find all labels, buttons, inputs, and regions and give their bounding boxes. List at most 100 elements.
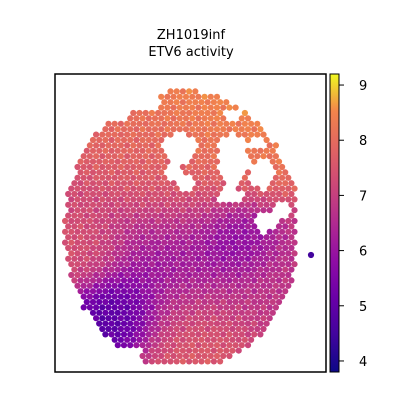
spot bbox=[99, 174, 106, 181]
spot bbox=[161, 250, 168, 257]
spot bbox=[105, 282, 112, 289]
spot bbox=[179, 293, 186, 300]
spot bbox=[279, 271, 286, 279]
spot bbox=[96, 320, 103, 327]
spot bbox=[210, 142, 217, 149]
spot bbox=[89, 201, 97, 208]
spot bbox=[192, 99, 199, 106]
spot bbox=[105, 228, 112, 235]
spot bbox=[226, 234, 233, 241]
spot bbox=[207, 277, 214, 284]
spot bbox=[136, 142, 143, 149]
spot bbox=[145, 169, 152, 176]
spot bbox=[170, 180, 177, 187]
spot bbox=[136, 325, 143, 333]
spot bbox=[248, 304, 255, 311]
spot bbox=[251, 255, 258, 262]
spot bbox=[260, 196, 267, 203]
spot bbox=[195, 93, 202, 100]
spot bbox=[248, 271, 255, 279]
spot bbox=[136, 185, 143, 192]
spot bbox=[133, 342, 140, 349]
spot bbox=[275, 255, 283, 262]
spot bbox=[142, 109, 149, 117]
spot bbox=[229, 304, 236, 311]
spot bbox=[266, 185, 273, 192]
spot bbox=[217, 250, 224, 257]
spot bbox=[108, 223, 115, 230]
spot bbox=[235, 271, 242, 279]
spot bbox=[173, 109, 180, 117]
spot bbox=[93, 142, 100, 149]
spot bbox=[130, 185, 137, 192]
spot bbox=[161, 185, 168, 192]
spot bbox=[192, 196, 199, 203]
spot bbox=[161, 120, 168, 127]
spot bbox=[176, 288, 183, 295]
spot bbox=[120, 277, 128, 284]
spot bbox=[204, 163, 211, 171]
spot bbox=[254, 250, 261, 257]
spot bbox=[282, 223, 289, 230]
spot bbox=[254, 185, 261, 192]
spot bbox=[285, 250, 292, 257]
spot bbox=[223, 282, 230, 289]
spot bbox=[210, 174, 217, 181]
spot bbox=[220, 255, 227, 262]
spot bbox=[161, 239, 168, 246]
spot bbox=[176, 309, 183, 316]
spot bbox=[120, 147, 128, 154]
spot bbox=[251, 277, 258, 284]
spot bbox=[198, 250, 205, 257]
spot bbox=[244, 136, 252, 144]
spot bbox=[272, 282, 279, 289]
spot bbox=[244, 190, 252, 198]
spot bbox=[105, 207, 112, 214]
spot bbox=[254, 282, 261, 289]
spot bbox=[127, 201, 134, 208]
spot bbox=[65, 223, 72, 230]
spot bbox=[99, 163, 106, 171]
spot bbox=[198, 271, 205, 279]
spot bbox=[83, 288, 90, 295]
spot bbox=[117, 185, 124, 192]
spot bbox=[124, 271, 131, 279]
spot bbox=[223, 347, 230, 354]
spot bbox=[170, 266, 177, 273]
spot bbox=[213, 352, 221, 360]
spot bbox=[254, 293, 261, 300]
spot bbox=[195, 180, 202, 187]
spot bbox=[210, 99, 217, 106]
spot bbox=[102, 223, 109, 230]
spot bbox=[130, 325, 137, 333]
spot bbox=[99, 153, 106, 160]
spot bbox=[148, 228, 155, 235]
spot bbox=[186, 325, 193, 333]
spot bbox=[83, 298, 90, 306]
spot bbox=[275, 298, 283, 306]
spot bbox=[83, 190, 90, 198]
spot bbox=[238, 266, 245, 273]
spot bbox=[71, 277, 78, 284]
spot bbox=[62, 217, 69, 225]
spot bbox=[241, 196, 248, 203]
spot bbox=[272, 163, 279, 171]
spot bbox=[201, 309, 208, 316]
spot bbox=[210, 261, 217, 268]
spot bbox=[86, 153, 93, 160]
spot bbox=[192, 153, 199, 160]
spot bbox=[164, 93, 171, 100]
spot bbox=[189, 298, 196, 306]
spot bbox=[136, 131, 143, 138]
spot bbox=[139, 212, 146, 219]
spot bbox=[241, 109, 248, 117]
spot bbox=[142, 239, 149, 246]
spot bbox=[114, 342, 121, 349]
spot bbox=[213, 201, 221, 208]
spot bbox=[164, 277, 171, 284]
spot bbox=[186, 109, 193, 117]
spot bbox=[263, 320, 270, 327]
spot bbox=[220, 298, 227, 306]
spot bbox=[279, 163, 286, 171]
spot bbox=[238, 331, 245, 338]
